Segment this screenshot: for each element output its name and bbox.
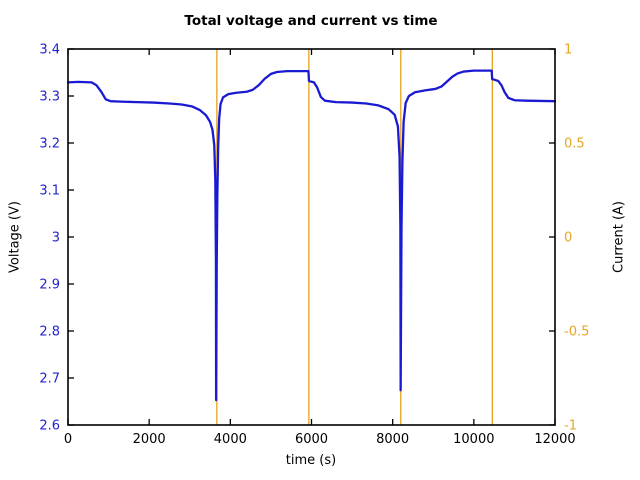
chart-title: Total voltage and current vs time [184,13,438,29]
svg-text:3.4: 3.4 [39,43,60,58]
svg-text:2.6: 2.6 [39,419,60,434]
right-y-axis-label: Current (A) [611,201,627,273]
svg-text:6000: 6000 [295,432,328,447]
svg-text:3.1: 3.1 [39,184,60,199]
svg-text:0.5: 0.5 [564,137,585,152]
voltage-series [66,69,557,402]
svg-text:12000: 12000 [534,432,575,447]
svg-text:2.9: 2.9 [39,278,60,293]
svg-text:-1: -1 [564,419,577,434]
current-pulses [216,49,493,425]
svg-text:2.7: 2.7 [39,372,60,387]
current-tick-labels: -1 -0.5 0 0.5 1 [564,43,589,434]
svg-text:3.3: 3.3 [39,90,60,105]
voltage-tick-labels: 2.6 2.7 2.8 2.9 3 3.1 3.2 3.3 3.4 [39,43,60,434]
axis-ticks [67,48,556,426]
svg-text:2.8: 2.8 [39,325,60,340]
svg-text:3.2: 3.2 [39,137,60,152]
svg-text:0: 0 [64,432,72,447]
svg-text:4000: 4000 [214,432,247,447]
svg-text:8000: 8000 [376,432,409,447]
svg-text:1: 1 [564,43,572,58]
svg-text:3: 3 [52,231,60,246]
x-tick-labels: 0 2000 4000 6000 8000 10000 12000 [64,432,576,447]
svg-text:-0.5: -0.5 [564,325,589,340]
svg-text:10000: 10000 [453,432,494,447]
x-axis-label: time (s) [285,453,337,468]
plot-frame [67,48,556,426]
svg-text:0: 0 [564,231,572,246]
left-y-axis-label: Voltage (V) [7,201,23,273]
svg-text:2000: 2000 [133,432,166,447]
